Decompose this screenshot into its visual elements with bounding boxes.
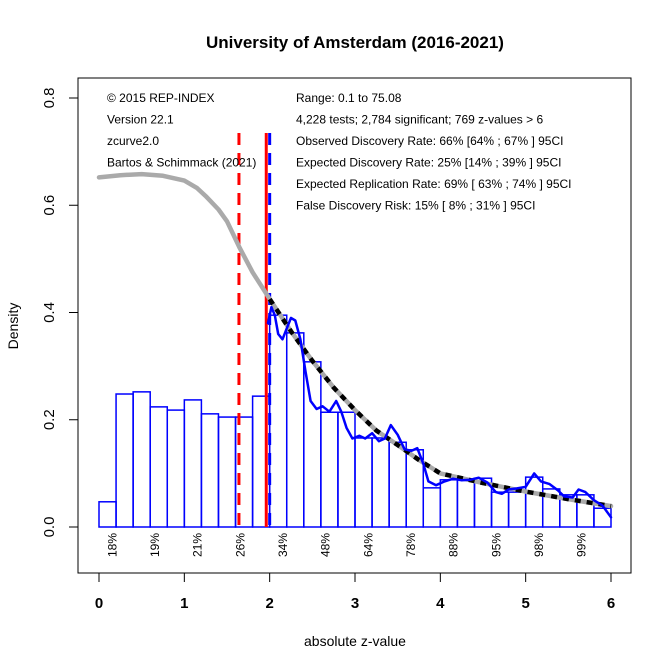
power-label: 34% bbox=[276, 533, 290, 557]
annotation-left: Bartos & Schimmack (2021) bbox=[107, 156, 256, 170]
power-label: 95% bbox=[489, 533, 503, 557]
y-tick-label: 0.4 bbox=[41, 302, 58, 323]
histogram-bar bbox=[422, 487, 442, 528]
density-curves bbox=[96, 171, 614, 519]
annotation-left: Version 22.1 bbox=[107, 113, 174, 127]
power-label: 18% bbox=[105, 533, 119, 557]
x-tick-label: 0 bbox=[95, 595, 103, 612]
histogram-bar bbox=[371, 437, 390, 528]
histogram-bar bbox=[354, 437, 373, 528]
histogram-bar bbox=[439, 479, 459, 528]
histogram-bar bbox=[285, 332, 305, 528]
annotation-right: Observed Discovery Rate: 66% [64% ; 67% … bbox=[296, 134, 563, 148]
model-fit-significant-curve bbox=[267, 297, 612, 509]
histogram-bar bbox=[507, 491, 527, 528]
histogram-bar bbox=[490, 491, 510, 528]
y-tick-label: 0.6 bbox=[41, 195, 58, 216]
histogram-bar bbox=[98, 501, 117, 528]
kernel-density-curve bbox=[266, 305, 613, 519]
x-tick-label: 1 bbox=[180, 595, 188, 612]
histogram-bar bbox=[593, 507, 612, 528]
annotations: © 2015 REP-INDEX Version 22.1 zcurve2.0 Bar… bbox=[107, 91, 572, 213]
annotation-left: zcurve2.0 bbox=[107, 134, 159, 148]
power-labels: 18% 19% 21% 26% 34% 48% 64% 78% 88% 95% 98% 99% bbox=[105, 533, 588, 557]
histogram-bar bbox=[456, 479, 476, 528]
y-axis-label: Density bbox=[5, 303, 21, 350]
y-tick-label: 0.0 bbox=[41, 517, 58, 538]
annotation-right: Range: 0.1 to 75.08 bbox=[296, 91, 402, 105]
histogram-bar bbox=[200, 413, 220, 528]
reference-lines bbox=[237, 133, 272, 527]
x-tick-label: 5 bbox=[521, 595, 529, 612]
x-tick-label: 3 bbox=[351, 595, 359, 612]
power-label: 48% bbox=[319, 533, 333, 557]
annotation-right: Expected Discovery Rate: 25% [14% ; 39% … bbox=[296, 156, 561, 170]
power-label: 21% bbox=[191, 533, 205, 557]
y-tick-label: 0.8 bbox=[41, 88, 58, 109]
x-axis-label: absolute z-value bbox=[304, 633, 406, 649]
annotation-left: © 2015 REP-INDEX bbox=[107, 91, 215, 105]
power-label: 99% bbox=[575, 533, 589, 557]
histogram-bar bbox=[149, 406, 169, 528]
x-tick-label: 6 bbox=[607, 595, 615, 612]
histogram-bar bbox=[388, 441, 407, 528]
x-axis: 0 1 2 3 4 5 6 bbox=[95, 573, 615, 612]
y-axis: 0.0 0.2 0.4 0.6 0.8 bbox=[41, 88, 78, 538]
power-label: 88% bbox=[447, 533, 461, 557]
power-label: 64% bbox=[361, 533, 375, 557]
x-tick-label: 4 bbox=[436, 595, 445, 612]
histogram-bar bbox=[166, 409, 186, 528]
power-label: 26% bbox=[233, 533, 247, 557]
power-label: 98% bbox=[532, 533, 546, 557]
histogram-bar bbox=[303, 361, 322, 528]
annotation-right: False Discovery Risk: 15% [ 8% ; 31% ] 9… bbox=[296, 199, 535, 213]
power-label: 19% bbox=[148, 533, 162, 557]
histogram-bar bbox=[217, 416, 237, 528]
histogram-bar bbox=[320, 411, 339, 528]
annotation-right: 4,228 tests; 2,784 significant; 769 z-va… bbox=[296, 113, 543, 127]
histogram-bar bbox=[268, 314, 288, 528]
y-tick-label: 0.2 bbox=[41, 409, 58, 430]
power-label: 78% bbox=[404, 533, 418, 557]
annotation-right: Expected Replication Rate: 69% [ 63% ; 7… bbox=[296, 177, 572, 191]
histogram-bar bbox=[183, 399, 203, 528]
histogram-bar bbox=[132, 391, 151, 528]
chart-title: University of Amsterdam (2016-2021) bbox=[206, 33, 504, 52]
x-tick-label: 2 bbox=[265, 595, 273, 612]
histogram-bar bbox=[115, 393, 134, 528]
